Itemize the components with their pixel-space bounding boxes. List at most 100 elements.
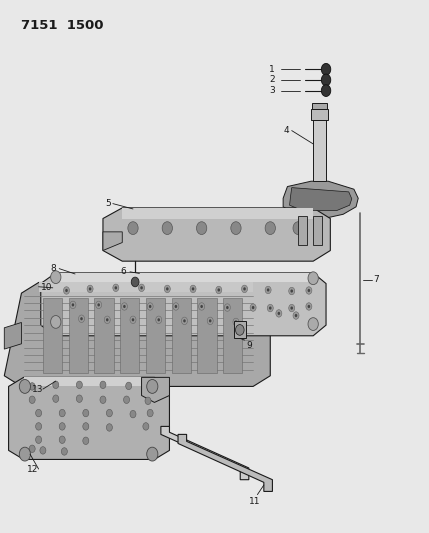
Circle shape [80,317,83,320]
Text: 4: 4 [283,126,289,135]
Circle shape [250,304,256,311]
Circle shape [59,423,65,430]
Circle shape [289,287,295,295]
Text: 2: 2 [269,76,275,84]
Polygon shape [103,232,122,251]
Circle shape [76,395,82,402]
Circle shape [36,409,42,417]
Circle shape [79,315,85,322]
Circle shape [87,285,93,293]
Circle shape [100,381,106,389]
Circle shape [147,409,153,417]
Circle shape [59,409,65,417]
Bar [197,298,217,373]
Circle shape [166,287,169,290]
Circle shape [252,306,254,309]
Circle shape [293,312,299,319]
Text: 9: 9 [247,341,252,350]
Circle shape [83,437,89,445]
Circle shape [29,383,35,390]
Text: 1: 1 [269,65,275,74]
Circle shape [242,285,248,293]
Text: 11: 11 [249,497,260,505]
Circle shape [126,382,132,390]
Circle shape [51,316,61,328]
Circle shape [190,285,196,293]
Circle shape [224,304,230,311]
Circle shape [145,397,151,405]
Polygon shape [9,377,169,459]
Circle shape [19,379,30,393]
Circle shape [192,287,194,290]
Circle shape [53,381,59,389]
Polygon shape [4,322,21,349]
Text: 3: 3 [269,86,275,95]
Circle shape [40,447,46,454]
Text: 8: 8 [51,264,56,273]
Circle shape [235,320,237,324]
Circle shape [308,305,310,308]
Circle shape [233,318,239,326]
Circle shape [53,395,59,402]
Text: 5: 5 [105,199,111,208]
Circle shape [236,325,244,335]
Circle shape [115,286,117,289]
Circle shape [157,318,160,321]
Circle shape [130,316,136,324]
Circle shape [147,447,158,461]
Circle shape [181,317,187,325]
Circle shape [97,303,100,306]
Circle shape [308,289,310,292]
Circle shape [61,448,67,455]
Circle shape [289,304,295,312]
Circle shape [29,396,35,403]
Circle shape [132,318,134,321]
Circle shape [321,63,331,75]
Circle shape [243,287,246,290]
Text: 10: 10 [41,284,52,292]
Circle shape [200,305,203,308]
Circle shape [65,289,68,292]
Circle shape [128,222,138,235]
Circle shape [19,447,30,461]
Bar [69,298,88,373]
Bar [311,109,328,120]
Circle shape [70,301,76,309]
Circle shape [36,423,42,430]
Text: 6: 6 [120,268,126,276]
Polygon shape [103,208,330,261]
Circle shape [278,312,280,315]
Circle shape [290,289,293,293]
Bar [172,298,191,373]
Polygon shape [161,426,249,480]
Circle shape [83,423,89,430]
Circle shape [149,305,151,308]
Circle shape [63,287,69,294]
Circle shape [218,288,220,292]
Circle shape [106,409,112,417]
Circle shape [265,222,275,235]
Circle shape [29,445,35,453]
Bar [298,216,307,245]
Circle shape [121,303,127,310]
Circle shape [131,277,139,287]
Polygon shape [56,273,313,282]
Circle shape [306,303,312,310]
Circle shape [147,383,153,391]
Circle shape [183,319,186,322]
Circle shape [147,379,158,393]
Bar [146,298,165,373]
Bar [313,120,326,181]
Circle shape [207,317,213,325]
Circle shape [199,303,205,310]
Circle shape [267,304,273,312]
Circle shape [306,287,312,294]
Circle shape [265,286,271,294]
Polygon shape [39,282,253,292]
Circle shape [269,306,272,310]
Circle shape [113,284,119,292]
Circle shape [308,272,318,285]
Circle shape [196,222,207,235]
Circle shape [51,271,61,284]
Text: 7: 7 [373,276,379,284]
